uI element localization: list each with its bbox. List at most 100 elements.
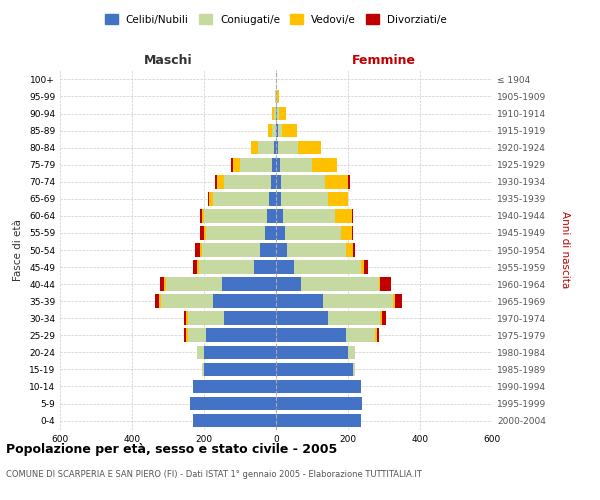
Y-axis label: Anni di nascita: Anni di nascita [560, 212, 570, 288]
Bar [186, 312, 188, 325]
Bar [164, 278, 166, 291]
Bar [193, 380, 276, 394]
Bar [276, 278, 301, 291]
Bar [294, 260, 361, 274]
Bar [213, 294, 276, 308]
Bar [276, 124, 278, 138]
Bar [161, 294, 213, 308]
Bar [348, 175, 350, 188]
Bar [380, 278, 391, 291]
Bar [200, 243, 202, 257]
Bar [184, 328, 186, 342]
Bar [222, 278, 276, 291]
Bar [278, 124, 282, 138]
Bar [352, 226, 353, 240]
Bar [276, 192, 281, 205]
Bar [188, 312, 224, 325]
Bar [276, 328, 346, 342]
Bar [346, 328, 375, 342]
Bar [375, 328, 377, 342]
Text: COMUNE DI SCARPERIA E SAN PIERO (FI) - Dati ISTAT 1° gennaio 2005 - Elaborazione: COMUNE DI SCARPERIA E SAN PIERO (FI) - D… [6, 470, 422, 479]
Bar [283, 209, 335, 222]
Bar [200, 209, 202, 222]
Bar [379, 278, 380, 291]
Bar [276, 312, 328, 325]
Bar [160, 278, 164, 291]
Bar [278, 106, 286, 120]
Bar [274, 141, 276, 154]
Bar [208, 192, 209, 205]
Bar [282, 124, 296, 138]
Bar [204, 226, 206, 240]
Bar [361, 260, 364, 274]
Bar [206, 226, 265, 240]
Bar [240, 158, 272, 172]
Bar [213, 192, 269, 205]
Bar [353, 243, 355, 257]
Bar [258, 141, 274, 154]
Bar [277, 90, 278, 104]
Text: Popolazione per età, sesso e stato civile - 2005: Popolazione per età, sesso e stato civil… [6, 442, 337, 456]
Bar [335, 209, 352, 222]
Bar [380, 312, 382, 325]
Bar [197, 260, 199, 274]
Bar [281, 192, 328, 205]
Bar [206, 328, 276, 342]
Bar [197, 346, 204, 359]
Bar [353, 362, 355, 376]
Bar [265, 226, 276, 240]
Bar [233, 158, 240, 172]
Bar [202, 209, 204, 222]
Bar [276, 294, 323, 308]
Bar [276, 380, 361, 394]
Bar [280, 158, 312, 172]
Bar [276, 209, 283, 222]
Bar [190, 396, 276, 410]
Legend: Celibi/Nubili, Coniugati/e, Vedovi/e, Divorziati/e: Celibi/Nubili, Coniugati/e, Vedovi/e, Di… [101, 10, 451, 29]
Bar [276, 106, 277, 120]
Bar [276, 158, 280, 172]
Bar [276, 226, 285, 240]
Bar [274, 106, 276, 120]
Bar [269, 192, 276, 205]
Bar [202, 362, 204, 376]
Bar [188, 328, 206, 342]
Bar [276, 141, 278, 154]
Bar [224, 312, 276, 325]
Bar [268, 124, 272, 138]
Bar [323, 294, 393, 308]
Bar [395, 294, 402, 308]
Bar [166, 278, 222, 291]
Bar [276, 243, 287, 257]
Bar [159, 294, 161, 308]
Bar [224, 175, 271, 188]
Bar [231, 158, 233, 172]
Bar [254, 260, 276, 274]
Bar [217, 175, 224, 188]
Bar [184, 312, 186, 325]
Bar [204, 346, 276, 359]
Bar [271, 175, 276, 188]
Bar [382, 312, 386, 325]
Bar [193, 260, 197, 274]
Bar [312, 158, 337, 172]
Bar [277, 106, 278, 120]
Bar [275, 90, 276, 104]
Bar [199, 260, 254, 274]
Bar [287, 243, 346, 257]
Bar [276, 260, 294, 274]
Bar [348, 346, 355, 359]
Bar [251, 141, 258, 154]
Bar [195, 243, 200, 257]
Bar [267, 209, 276, 222]
Bar [328, 312, 380, 325]
Bar [346, 243, 353, 257]
Text: Femmine: Femmine [352, 54, 416, 68]
Y-axis label: Fasce di età: Fasce di età [13, 219, 23, 281]
Bar [186, 328, 188, 342]
Bar [301, 278, 379, 291]
Bar [209, 192, 213, 205]
Bar [272, 124, 276, 138]
Bar [281, 175, 325, 188]
Bar [393, 294, 395, 308]
